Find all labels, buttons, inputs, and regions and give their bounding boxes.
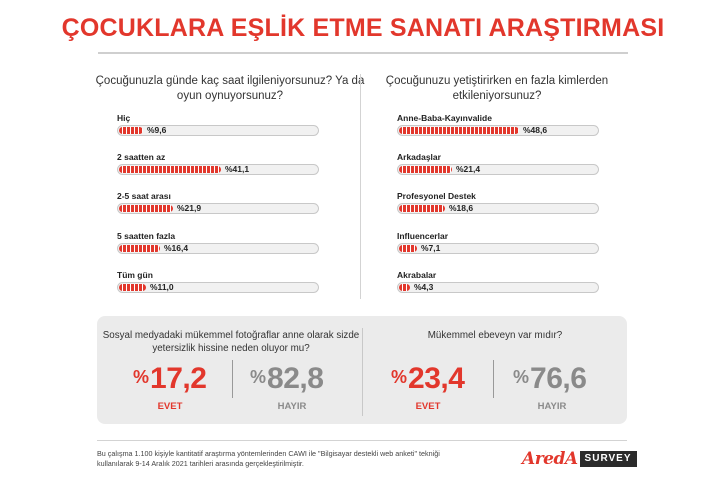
title-divider — [98, 52, 628, 54]
right-question: Çocuğunuzu yetiştirirken en fazla kimler… — [385, 75, 609, 102]
influence-category-label: Akrabalar — [397, 269, 437, 280]
footer-divider — [97, 440, 627, 441]
hours-item: Hiç %9,6 — [117, 112, 319, 151]
hours-item: 2 saatten az %41,1 — [117, 151, 319, 190]
social-media-question: Sosyal medyadaki mükemmel fotoğraflar an… — [102, 330, 360, 354]
social-media-no-value: 82,8 — [267, 362, 324, 395]
influence-category-label: Anne-Baba-Kayınvalide — [397, 113, 492, 123]
influence-item: Akrabalar %4,3 — [397, 269, 599, 308]
social-media-stat-divider — [232, 360, 233, 398]
hours-bar — [119, 283, 146, 291]
social-media-yes-value: 17,2 — [150, 362, 207, 395]
hours-category-label: 2 saatten az — [117, 152, 166, 163]
hours-item: Tüm gün %11,0 — [117, 269, 319, 308]
influence-bar — [399, 166, 452, 174]
influence-category-label: Arkadaşlar — [397, 152, 441, 163]
hours-bar-track: %41,1 — [117, 164, 319, 176]
hours-bar — [119, 244, 160, 252]
hours-item: 5 saatten fazla %16,4 — [117, 230, 319, 269]
methodology-note: Bu çalışma 1.100 kişiyle kantitatif araş… — [97, 449, 440, 468]
hours-value-label: %11,0 — [150, 281, 174, 292]
hours-item: 2-5 saat arası %21,9 — [117, 190, 319, 229]
hours-category-label: 5 saatten fazla — [117, 230, 176, 241]
areda-survey-logo: AredA SURVEY — [522, 450, 637, 468]
hours-value-label: %41,1 — [225, 164, 250, 175]
page-title: ÇOCUKLARA EŞLİK ETME SANATI ARAŞTIRMASI — [61, 14, 665, 42]
influence-bar — [399, 127, 519, 134]
influence-item: Profesyonel Destek %18,6 — [397, 190, 599, 229]
hours-bar — [119, 166, 221, 174]
influence-bar — [399, 283, 410, 291]
social-media-yes-label: EVET — [157, 401, 183, 412]
hours-bar — [119, 127, 143, 134]
influence-value-label: %18,6 — [449, 203, 474, 214]
social-media-no-stat: %82,8 — [250, 362, 324, 396]
hours-category-label: 2-5 saat arası — [117, 191, 171, 202]
hours-category-label: Hiç — [117, 113, 131, 123]
influence-bar-track: %4,3 — [397, 281, 599, 293]
percent-sign: % — [513, 367, 530, 387]
influence-item: Arkadaşlar %21,4 — [397, 151, 599, 190]
hours-value-label: %16,4 — [164, 242, 189, 253]
hours-bar-chart: Hiç %9,6 2 saatten az %41,1 2-5 saat arası %2… — [117, 112, 319, 308]
perfect-parent-yes-value: 23,4 — [408, 362, 465, 395]
percent-sign: % — [391, 367, 408, 387]
hours-bar — [119, 205, 173, 213]
social-media-yes-stat: %17,2 — [133, 362, 207, 396]
hours-value-label: %21,9 — [177, 203, 202, 214]
influence-value-label: %7,1 — [421, 242, 441, 253]
hours-category-label: Tüm gün — [117, 269, 153, 280]
hours-bar-track: %9,6 — [117, 125, 319, 136]
influence-value-label: %48,6 — [523, 125, 548, 135]
influence-bar — [399, 244, 417, 252]
hours-bar-track: %16,4 — [117, 242, 319, 254]
influence-category-label: Influencerlar — [397, 230, 449, 241]
influence-category-label: Profesyonel Destek — [397, 191, 476, 202]
hours-bar-track: %11,0 — [117, 281, 319, 293]
influence-value-label: %21,4 — [456, 164, 481, 175]
influence-bar-chart: Anne-Baba-Kayınvalide %48,6 Arkadaşlar %21,… — [397, 112, 599, 308]
hours-value-label: %9,6 — [147, 125, 167, 135]
influence-value-label: %4,3 — [414, 281, 434, 292]
perfect-parent-no-label: HAYIR — [537, 401, 567, 412]
hours-bar-track: %21,9 — [117, 203, 319, 215]
logo-mark: AredA — [522, 449, 578, 469]
influence-bar-track: %18,6 — [397, 203, 599, 215]
influence-item: Anne-Baba-Kayınvalide %48,6 — [397, 112, 599, 151]
perfect-parent-yes-stat: %23,4 — [391, 362, 465, 396]
influence-bar-track: %48,6 — [397, 125, 599, 136]
perfect-parent-question: Mükemmel ebeveyn var mıdır? — [427, 330, 563, 341]
influence-item: Influencerlar %7,1 — [397, 230, 599, 269]
percent-sign: % — [133, 367, 150, 387]
summary-divider — [362, 328, 363, 416]
perfect-parent-no-stat: %76,6 — [513, 362, 587, 396]
social-media-no-label: HAYIR — [277, 401, 307, 412]
influence-bar-track: %7,1 — [397, 242, 599, 254]
perfect-parent-yes-label: EVET — [415, 401, 441, 412]
influence-bar — [399, 205, 445, 213]
perfect-parent-no-value: 76,6 — [530, 362, 587, 395]
column-divider — [360, 74, 361, 299]
perfect-parent-stat-divider — [493, 360, 494, 398]
percent-sign: % — [250, 367, 267, 387]
left-question: Çocuğunuzla günde kaç saat ilgileniyorsu… — [95, 75, 365, 102]
logo-box: SURVEY — [579, 451, 637, 467]
influence-bar-track: %21,4 — [397, 164, 599, 176]
